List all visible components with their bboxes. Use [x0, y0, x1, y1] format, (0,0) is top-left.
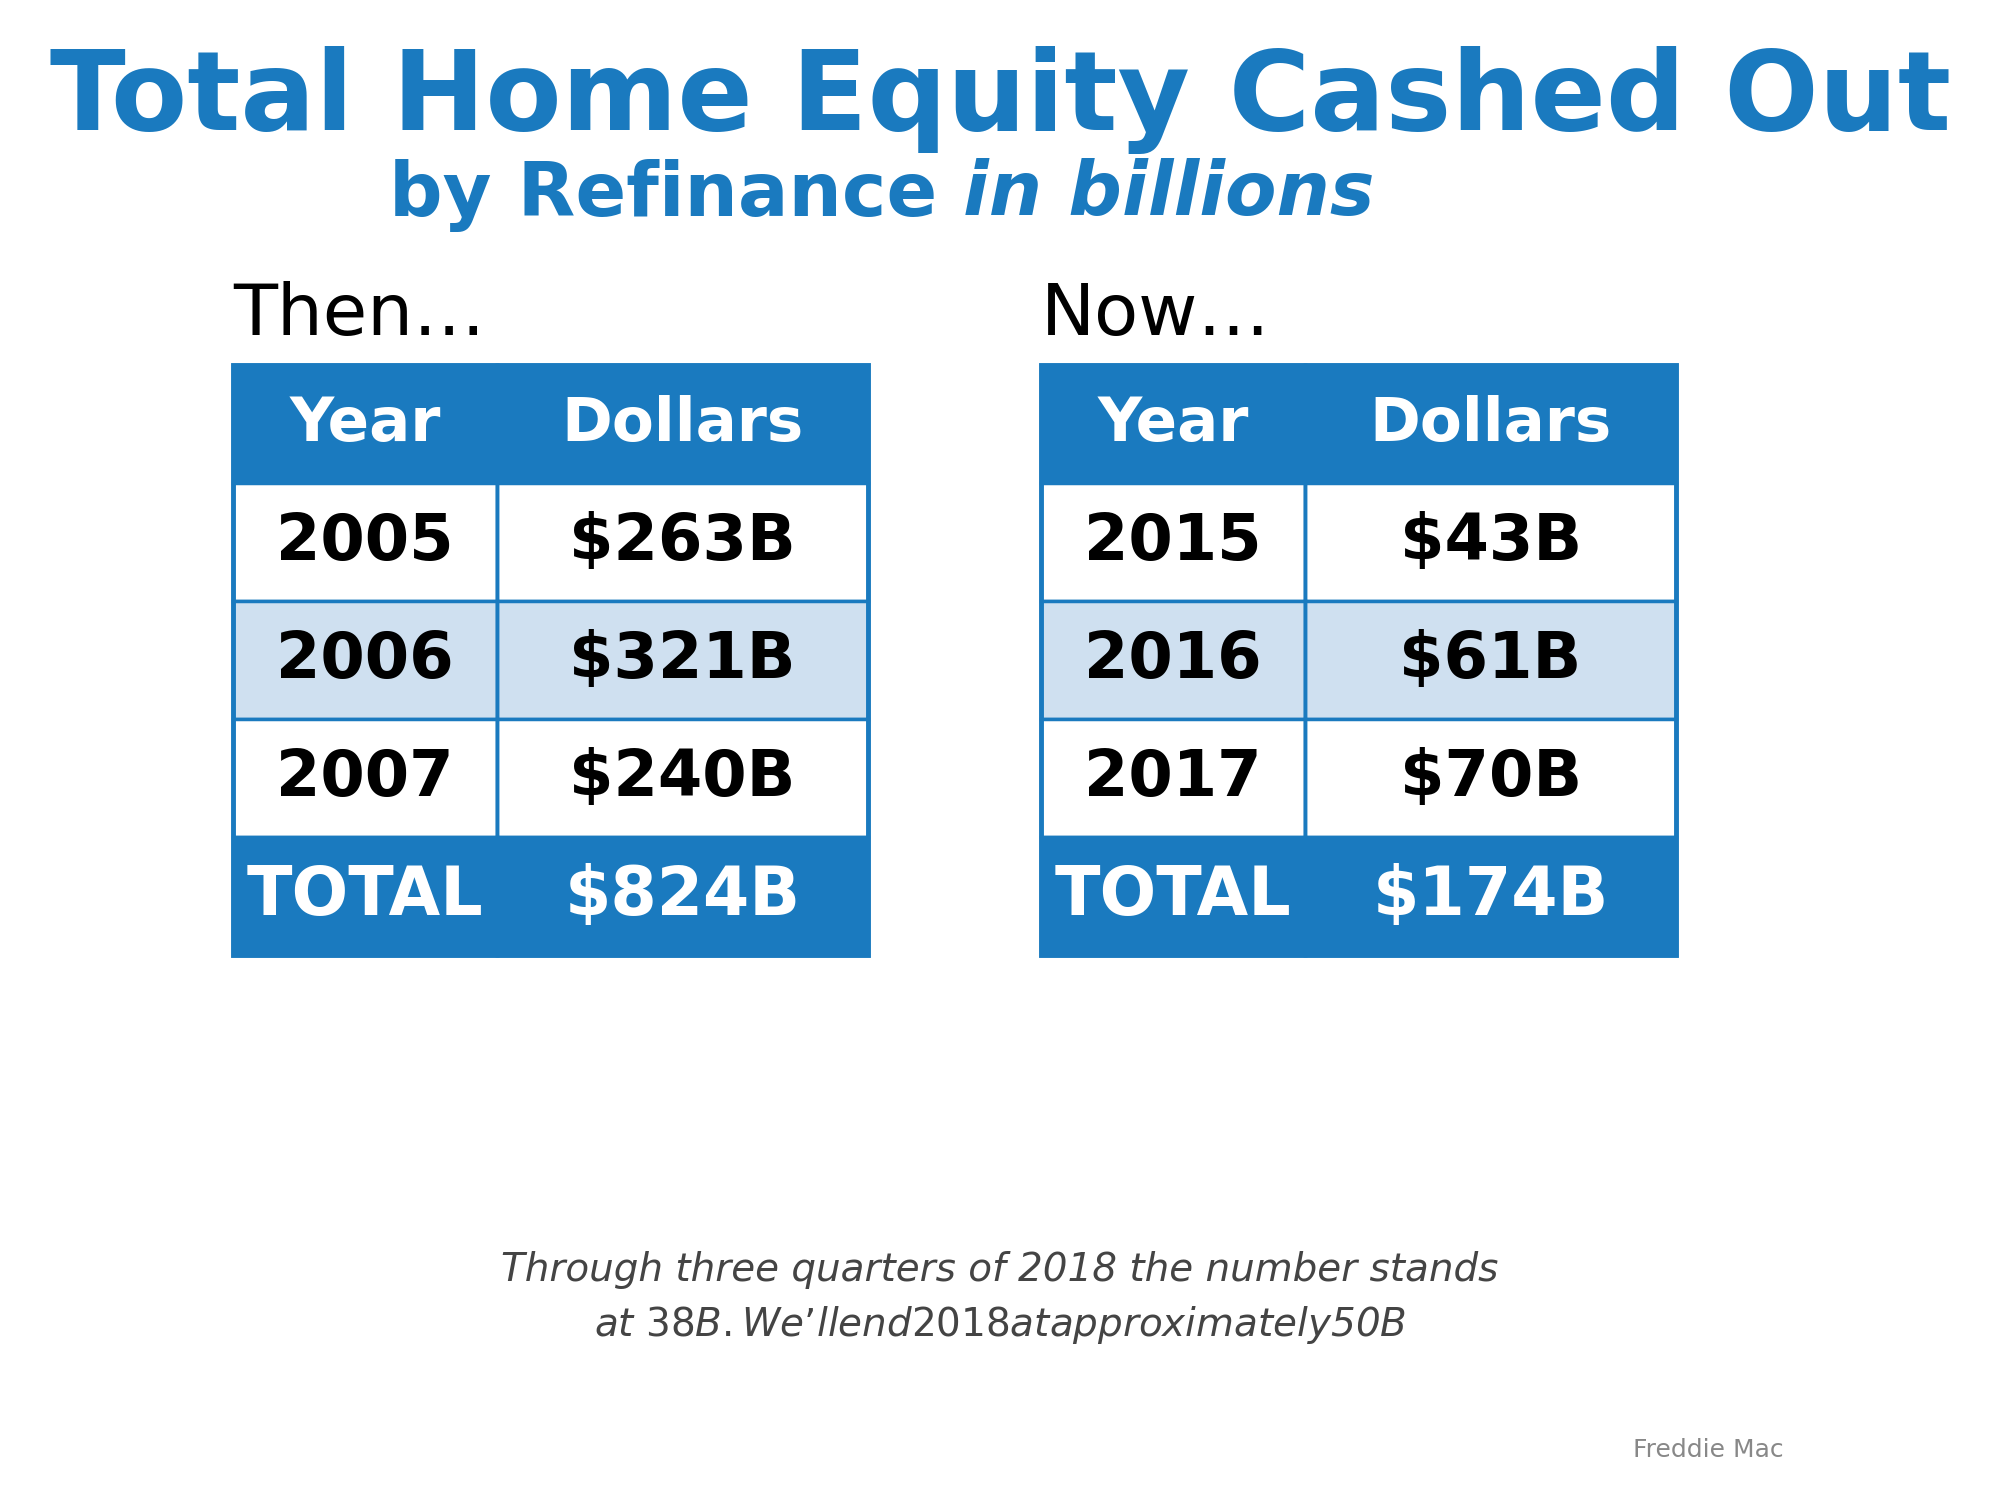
- Text: Dollars: Dollars: [1370, 394, 1612, 453]
- Text: TOTAL: TOTAL: [1054, 862, 1292, 928]
- FancyBboxPatch shape: [498, 837, 868, 956]
- FancyBboxPatch shape: [234, 483, 498, 602]
- FancyBboxPatch shape: [498, 718, 868, 837]
- Text: Dollars: Dollars: [562, 394, 804, 453]
- Text: Year: Year: [1098, 394, 1248, 453]
- Text: $824B: $824B: [564, 862, 800, 928]
- Text: 2006: 2006: [276, 628, 454, 692]
- Text: in billions: in billions: [962, 159, 1374, 231]
- FancyBboxPatch shape: [1306, 718, 1676, 837]
- Text: $263B: $263B: [570, 512, 796, 573]
- FancyBboxPatch shape: [1042, 483, 1306, 602]
- FancyBboxPatch shape: [234, 718, 498, 837]
- FancyBboxPatch shape: [498, 364, 868, 483]
- FancyBboxPatch shape: [234, 602, 498, 718]
- Text: TOTAL: TOTAL: [246, 862, 484, 928]
- FancyBboxPatch shape: [498, 602, 868, 718]
- Text: Then…: Then…: [234, 280, 486, 350]
- Text: $61B: $61B: [1400, 628, 1582, 692]
- Text: $321B: $321B: [570, 628, 796, 692]
- Text: 2007: 2007: [276, 747, 454, 808]
- Text: Total Home Equity Cashed Out: Total Home Equity Cashed Out: [50, 46, 1950, 154]
- FancyBboxPatch shape: [1306, 364, 1676, 483]
- Text: 2015: 2015: [1084, 512, 1262, 573]
- Text: Now…: Now…: [1042, 280, 1270, 350]
- Text: Freddie Mac: Freddie Mac: [1632, 1438, 1784, 1462]
- Text: $174B: $174B: [1372, 862, 1608, 928]
- FancyBboxPatch shape: [498, 483, 868, 602]
- Text: by Refinance: by Refinance: [388, 159, 962, 231]
- Text: Year: Year: [290, 394, 440, 453]
- Text: Through three quarters of 2018 the number stands: Through three quarters of 2018 the numbe…: [502, 1251, 1498, 1288]
- FancyBboxPatch shape: [1306, 602, 1676, 718]
- Text: 2005: 2005: [276, 512, 454, 573]
- FancyBboxPatch shape: [1306, 483, 1676, 602]
- Text: $43B: $43B: [1400, 512, 1582, 573]
- Text: $240B: $240B: [570, 747, 796, 808]
- FancyBboxPatch shape: [1042, 718, 1306, 837]
- FancyBboxPatch shape: [234, 364, 498, 483]
- FancyBboxPatch shape: [234, 837, 498, 956]
- FancyBboxPatch shape: [1042, 364, 1306, 483]
- FancyBboxPatch shape: [1042, 837, 1306, 956]
- FancyBboxPatch shape: [1306, 837, 1676, 956]
- Text: 2017: 2017: [1084, 747, 1262, 808]
- Text: at $38B. We’ll end 2018 at approximately $50B: at $38B. We’ll end 2018 at approximately…: [594, 1304, 1406, 1346]
- FancyBboxPatch shape: [1042, 602, 1306, 718]
- Text: $70B: $70B: [1400, 747, 1582, 808]
- Text: 2016: 2016: [1084, 628, 1262, 692]
